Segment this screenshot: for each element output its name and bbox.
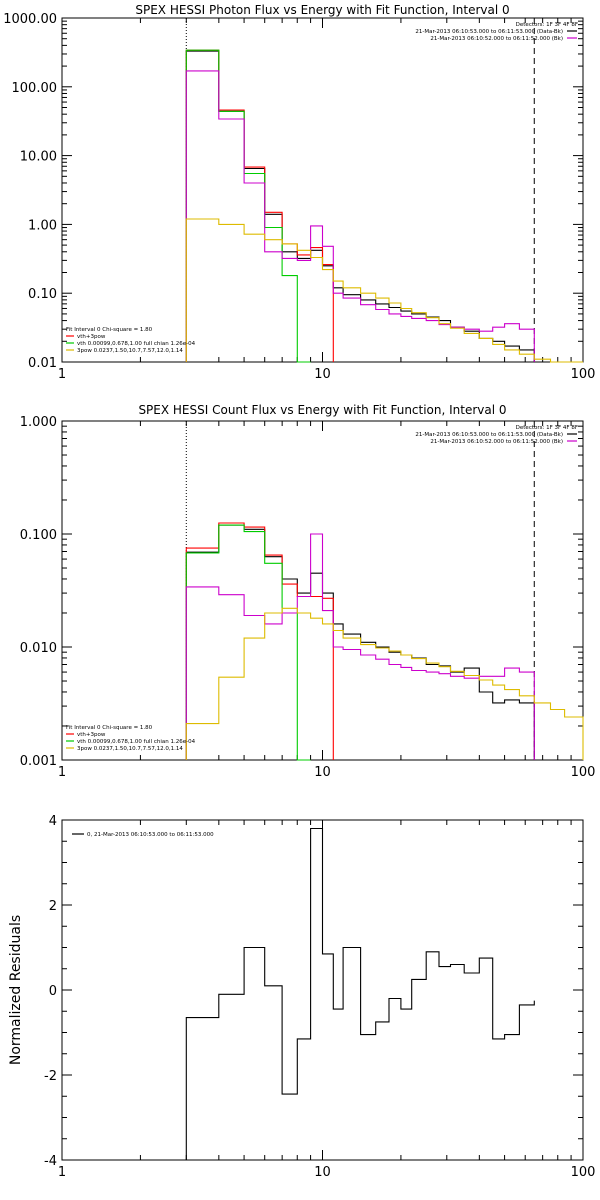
series-line-0 [185, 524, 535, 760]
y-tick-label: 2 [49, 899, 57, 914]
y-tick-label: 4 [49, 814, 57, 829]
x-tick-label: 10 [314, 367, 331, 382]
fit-legend-item: vth 0.00099,0.678,1.00 full chian 1.26e-… [77, 341, 196, 347]
y-tick-label: 0.001 [20, 754, 57, 769]
fit-legend-item: vth 0.00099,0.678,1.00 full chian 1.26e-… [77, 739, 196, 745]
x-tick-label: 100 [571, 1165, 596, 1180]
y-tick-label: 1.00 [28, 218, 57, 233]
x-tick-label: 1 [58, 765, 66, 780]
y-axis-label: Normalized Residuals [8, 915, 24, 1065]
chart-title: SPEX HESSI Photon Flux vs Energy with Fi… [135, 3, 509, 17]
series-line-2 [185, 49, 311, 363]
fit-legend-item: 3pow 0.0237,1.50,10.7,7.57,12.0,1.14 [77, 746, 183, 752]
y-tick-label: 1000.00 [3, 12, 57, 27]
header-line: 21-Mar-2013 06:10:52.000 to 06:11:52.000… [430, 36, 563, 42]
y-tick-label: 1.000 [20, 415, 57, 430]
series-line-3 [185, 533, 535, 760]
series-line-4 [185, 218, 583, 363]
fit-legend-item: 3pow 0.0237,1.50,10.7,7.57,12.0,1.14 [77, 348, 183, 354]
series-line-4 [185, 607, 584, 760]
series-line-1 [185, 49, 334, 362]
series-line-1 [185, 522, 334, 760]
y-tick-label: 0.10 [28, 287, 57, 302]
detectors-label: Detectors: 1F 3F 4F 8F [516, 425, 578, 431]
chart-title: SPEX HESSI Count Flux vs Energy with Fit… [138, 403, 506, 417]
header-line: 21-Mar-2013 06:10:52.000 to 06:11:52.000… [430, 439, 563, 445]
series-line-2 [185, 524, 311, 761]
fit-legend-title: Fit Interval 0 Chi-square = 1.80 [66, 327, 153, 333]
x-tick-label: 1 [58, 1165, 66, 1180]
y-tick-label: 0.010 [20, 641, 57, 656]
y-tick-label: 10.00 [20, 150, 57, 165]
series-line-3 [185, 70, 535, 362]
header-line: 21-Mar-2013 06:10:53.000 to 06:11:53.000… [415, 29, 563, 35]
plot-frame [61, 17, 584, 363]
series-line-0 [185, 827, 535, 1160]
fit-legend-title: Fit Interval 0 Chi-square = 1.80 [66, 725, 153, 731]
x-tick-label: 1 [58, 367, 66, 382]
y-tick-label: -2 [44, 1069, 57, 1084]
x-tick-label: 100 [571, 367, 596, 382]
y-tick-label: 0.100 [20, 528, 57, 543]
legend-label: 0, 21-Mar-2013 06:10:53.000 to 06:11:53.… [87, 832, 214, 838]
y-tick-label: -4 [44, 1154, 57, 1169]
header-line: 21-Mar-2013 06:10:53.000 to 06:11:53.000… [415, 432, 563, 438]
detectors-label: Detectors: 1F 3F 4F 8F [516, 22, 578, 28]
series-line-0 [185, 50, 535, 362]
x-tick-label: 10 [314, 765, 331, 780]
x-tick-label: 100 [571, 765, 596, 780]
fit-legend-item: vth+3pow [77, 732, 106, 738]
fit-legend-item: vth+3pow [77, 334, 106, 340]
x-tick-label: 10 [314, 1165, 331, 1180]
y-tick-label: 0 [49, 984, 57, 999]
y-tick-label: 100.00 [12, 81, 58, 96]
y-tick-label: 0.01 [28, 356, 57, 371]
